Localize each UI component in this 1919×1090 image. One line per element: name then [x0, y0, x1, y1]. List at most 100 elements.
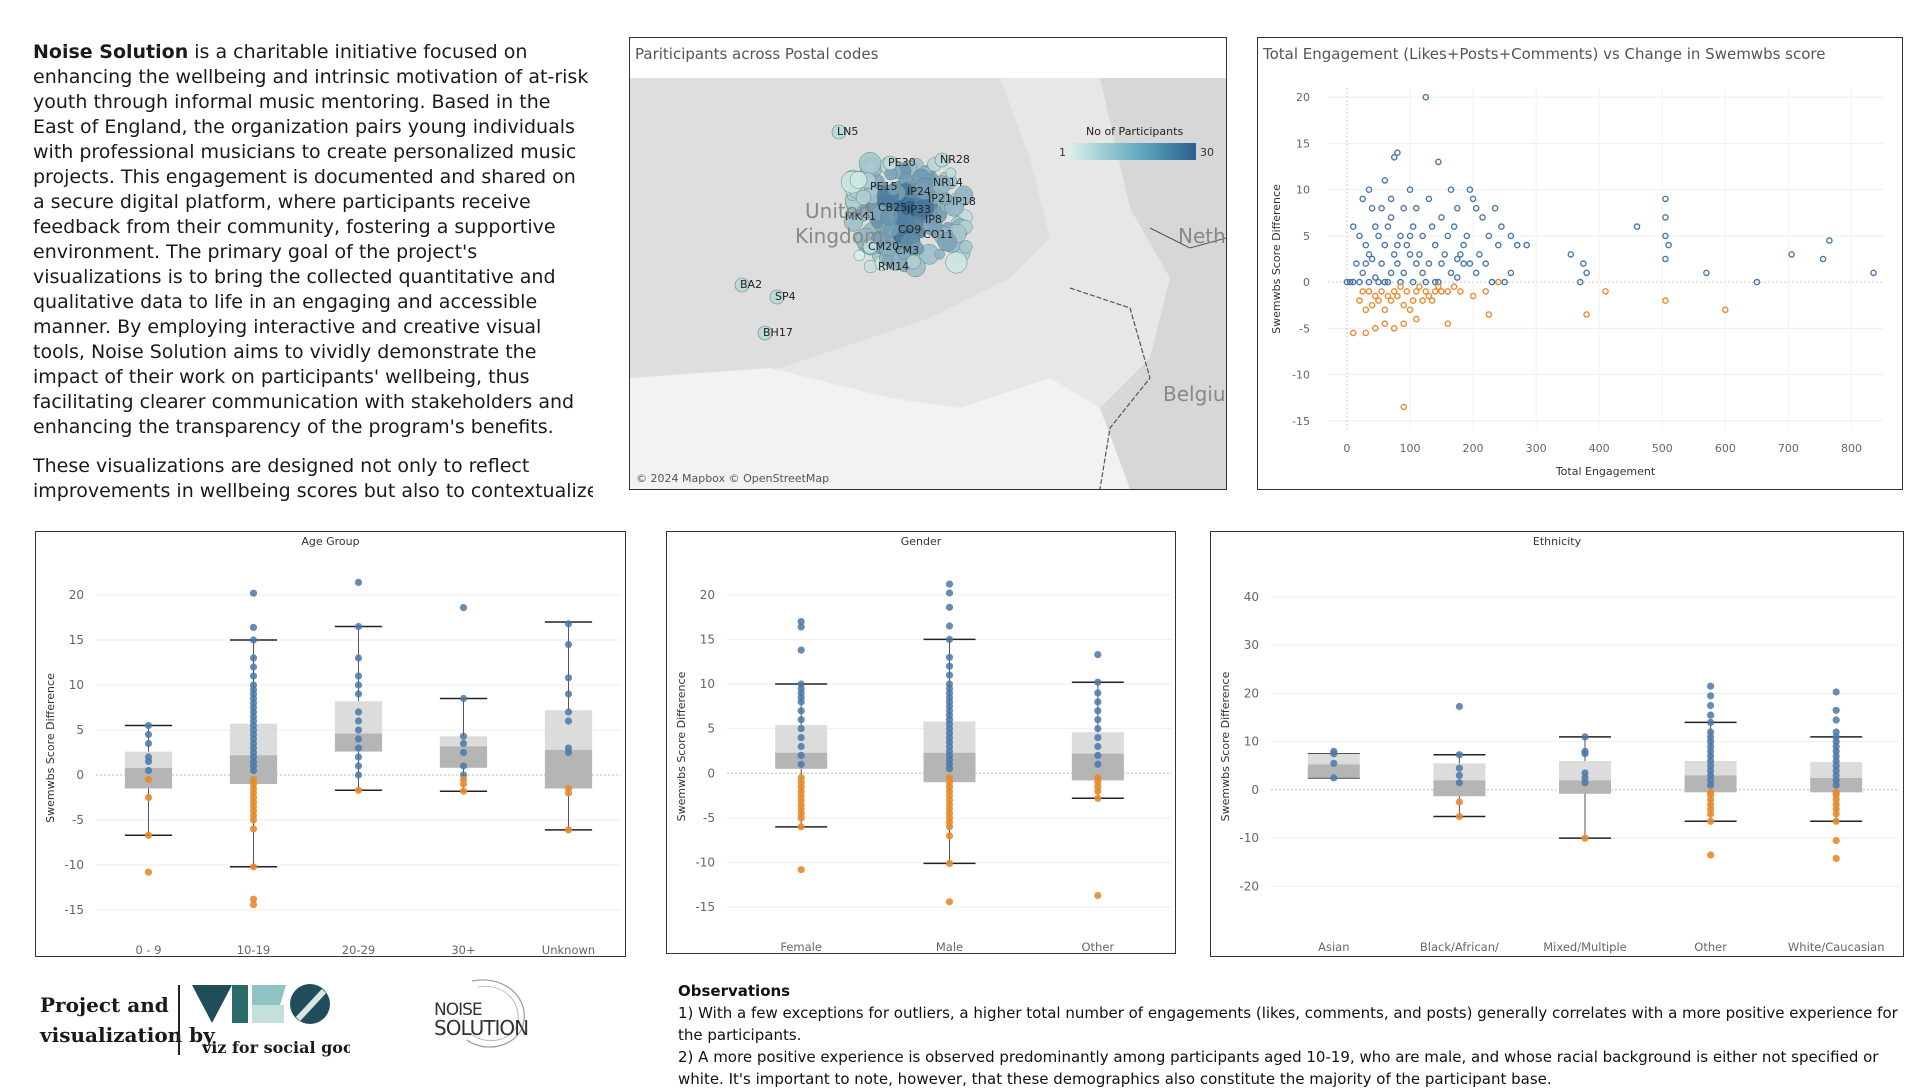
noise-solution-logo[interactable]: NOISE SOLUTION: [432, 975, 542, 1055]
box-upper: [1307, 753, 1360, 765]
y-tick-label: -10: [695, 856, 715, 870]
y-tick-label: -15: [695, 900, 715, 914]
scatter-point: [1387, 214, 1395, 221]
scatter-point: [1491, 204, 1499, 212]
age-group-box-plot[interactable]: -15 -10 -5 0 5 10 15 20 Swemwbs Score Difference…: [36, 550, 625, 956]
y-tick-label: -5: [703, 811, 715, 825]
scatter-point: [1409, 278, 1417, 286]
data-point: [249, 654, 258, 662]
scatter-point: [1387, 297, 1395, 304]
scatter-point: [1372, 274, 1379, 281]
x-tick-label: 800: [1841, 442, 1862, 455]
scatter-point: [1450, 223, 1458, 230]
data-point: [144, 775, 153, 784]
scatter-point: [1384, 223, 1392, 230]
y-tick-label: 20: [1244, 686, 1259, 700]
scatter-point: [1444, 288, 1452, 295]
project-credit: Project and visualization by: [40, 990, 215, 1050]
data-point: [249, 901, 258, 909]
gender-panel: Gender -15 -10 -5 0 5 10 15 20 Swemwbs Score Dif…: [666, 531, 1176, 954]
data-point: [1094, 891, 1102, 900]
scatter-point: [1463, 232, 1471, 240]
y-tick-label: 10: [1244, 735, 1259, 749]
scatter-point: [1472, 269, 1480, 277]
y-axis-label: Swemwbs Score Difference: [1219, 671, 1232, 821]
gender-box-plot[interactable]: -15 -10 -5 0 5 10 15 20 Swemwbs Score Difference…: [667, 550, 1175, 953]
data-point: [1094, 651, 1102, 659]
data-point: [1094, 742, 1102, 751]
postcode-label-nr14: NR14: [933, 176, 963, 189]
scatter-point: [1406, 186, 1414, 193]
category-label: Other: [1694, 940, 1727, 954]
scatter-point: [1349, 223, 1357, 230]
scatter-point: [1870, 269, 1877, 277]
postcode-region: [922, 215, 943, 236]
data-point: [797, 698, 805, 706]
scatter-point: [1356, 232, 1363, 240]
y-tick-label: 30: [1244, 638, 1259, 652]
postcode-label-ln5: LN5: [837, 125, 858, 138]
project-credit-line1: Project and: [40, 993, 169, 1017]
scatter-point: [1444, 320, 1452, 327]
data-point: [1094, 760, 1102, 768]
observations: Observations 1) With a few exceptions fo…: [678, 980, 1908, 1090]
data-point: [797, 716, 805, 724]
scatter-point: [1381, 177, 1389, 184]
data-point: [945, 823, 954, 831]
intro-paragraph-2: These visualizations are designed not on…: [33, 454, 593, 504]
scatter-point: [1384, 278, 1392, 286]
category-label: White/Caucasian: [1788, 940, 1885, 954]
category-label: Asian: [1318, 940, 1349, 954]
data-point: [564, 690, 573, 698]
x-tick-label: 300: [1526, 442, 1547, 455]
data-point: [1581, 733, 1589, 741]
data-point: [945, 653, 954, 661]
scatter-point: [1365, 186, 1373, 193]
data-point: [945, 622, 954, 630]
box-upper: [544, 710, 593, 750]
ethnicity-panel: Ethnicity -20 -10 0 10 20 30 40 Swemwbs Score D…: [1210, 531, 1904, 957]
scatter-point: [1400, 204, 1407, 212]
scatter-point: [1409, 297, 1417, 304]
box-lower: [1559, 780, 1611, 794]
data-point: [1581, 779, 1589, 787]
scatter-point: [1359, 195, 1366, 203]
scatter-point: [1460, 260, 1467, 267]
y-tick-label: 15: [700, 632, 715, 646]
data-point: [459, 762, 468, 770]
category-label: 0 - 9: [135, 943, 161, 956]
scatter-point: [1435, 283, 1442, 290]
data-point: [459, 748, 468, 757]
scatter-point: [1438, 288, 1445, 295]
scatter-point: [1384, 292, 1392, 300]
data-point: [249, 589, 258, 597]
data-point: [945, 832, 954, 840]
postcode-label-co9: CO9: [898, 223, 921, 236]
postcode-region: [853, 249, 865, 262]
ethnicity-box-plot[interactable]: -20 -10 0 10 20 30 40 Swemwbs Score Difference A…: [1211, 550, 1903, 956]
data-point: [249, 766, 258, 775]
observations-title: Observations: [678, 982, 791, 1000]
postcode-region: [831, 124, 847, 140]
scatter-point: [1368, 204, 1376, 212]
scatter-point: [1343, 278, 1351, 286]
scatter-point: [1472, 204, 1480, 212]
scatter-point: [1394, 241, 1401, 249]
postcode-region: [882, 155, 898, 171]
vfsg-logo[interactable]: viz for social good: [190, 983, 350, 1061]
scatter-point: [1662, 297, 1669, 304]
x-tick-label: 600: [1715, 442, 1736, 455]
scatter-point: [1523, 241, 1531, 249]
data-point: [354, 708, 363, 716]
scatter-point: [1580, 260, 1587, 267]
map-legend-gradient: [1070, 143, 1196, 160]
box-lower: [439, 746, 488, 768]
x-tick-label: 500: [1652, 442, 1673, 455]
scatter-point: [1457, 251, 1464, 258]
scatter-point: [1397, 232, 1404, 240]
map-legend-title: No of Participants: [1086, 125, 1183, 138]
scatter-point: [1416, 251, 1423, 258]
scatter-point: [1381, 320, 1389, 327]
